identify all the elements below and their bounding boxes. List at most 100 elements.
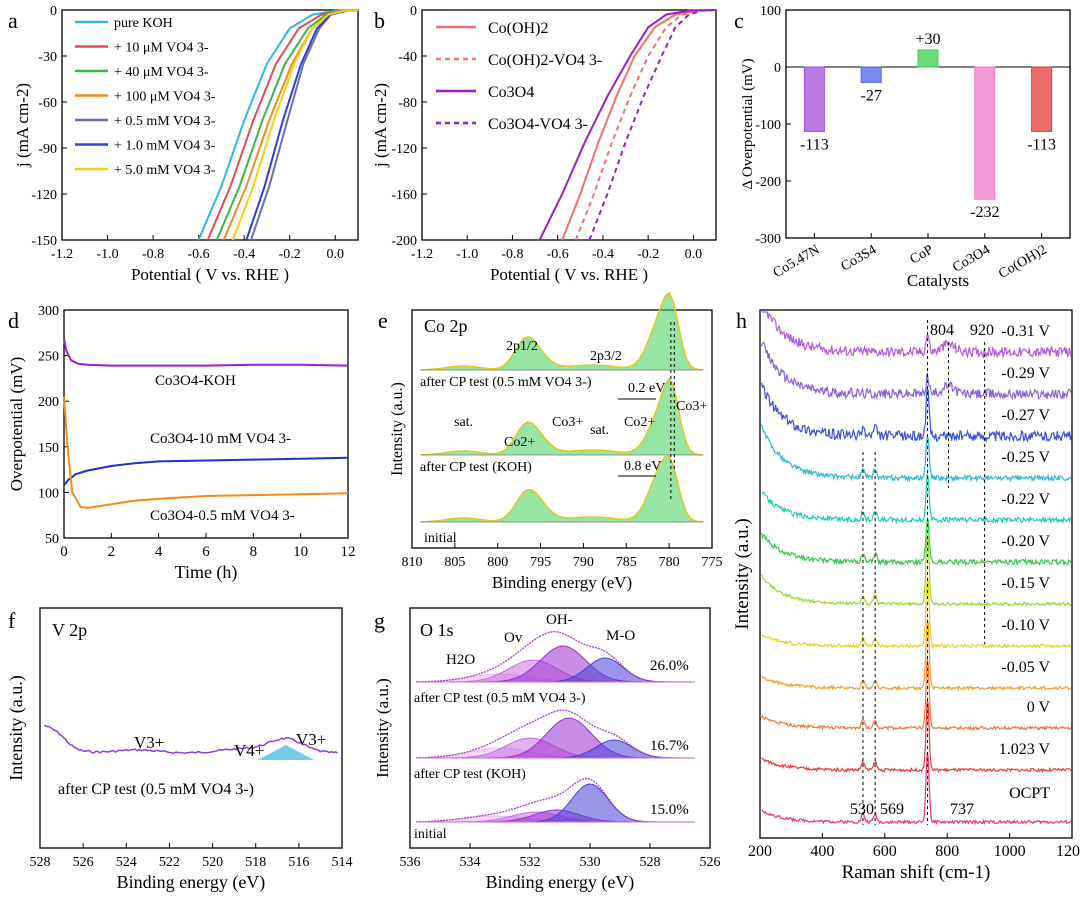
annotation: 2p3/2: [590, 349, 622, 364]
bar: [803, 66, 825, 132]
x-tick-label: -0.6: [188, 247, 210, 262]
peak-fill: [257, 745, 314, 760]
y-tick-label: 250: [38, 350, 59, 365]
raman-trace: [761, 341, 1072, 401]
spectrum-line: [420, 291, 704, 371]
x-tick-label: -1.0: [456, 247, 478, 262]
annotation: V3+: [296, 730, 326, 749]
x-tick-label: 534: [460, 855, 481, 870]
spectrum-line: [415, 709, 692, 759]
peak-fill: [420, 378, 704, 455]
legend-entry: + 100 μM VO4 3-: [114, 90, 216, 105]
peak-label: 804: [930, 322, 954, 339]
annotation: sat.: [590, 423, 609, 438]
x-tick-label: 522: [159, 855, 180, 870]
y-tick-label: -100: [755, 118, 781, 133]
peak-label: 920: [970, 322, 994, 339]
x-tick-label: 12: [341, 544, 356, 560]
plot-frame: [409, 607, 711, 849]
x-tick-label: 532: [520, 855, 541, 870]
bar-value-label: -113: [800, 136, 829, 153]
series-label: Co3O4-10 mM VO4 3-: [150, 431, 291, 447]
panel-a: a -1.2 -1.0 -0.8 -0.6 -0.4 -0.2 0.0 0 -30 -60 -90 -1…: [8, 4, 359, 284]
x-tick-label: 514: [332, 855, 353, 870]
legend-entry: + 10 μM VO4 3-: [114, 41, 209, 56]
trace-label: -0.10 V: [1001, 617, 1050, 634]
x-tick-label: 790: [573, 555, 594, 570]
annotation: V4+: [234, 741, 264, 760]
x-tick-label: -0.8: [142, 247, 164, 262]
trace-label: 1.023 V: [999, 741, 1051, 758]
trace-label: -0.27 V: [1001, 407, 1050, 424]
trace-label: 0 V: [1027, 699, 1051, 716]
x-tick-label: 536: [400, 855, 421, 870]
percentage-label: 26.0%: [650, 658, 689, 674]
category-label: Co5.47N: [771, 242, 823, 280]
annotation: M-O: [606, 628, 635, 644]
y-tick-label: 50: [45, 532, 59, 547]
x-tick-label: 780: [659, 555, 680, 570]
x-axis-label: Catalysts: [907, 271, 969, 290]
x-tick-label: 800: [487, 555, 508, 570]
x-axis-label: Binding energy (eV): [492, 573, 632, 592]
spectrum-line: [416, 631, 692, 683]
bar-value-label: -232: [970, 204, 999, 221]
x-axis-label: Potential ( V vs. RHE ): [490, 265, 648, 284]
x-axis-label: Binding energy (eV): [117, 872, 266, 893]
x-tick-label: 600: [873, 843, 897, 860]
y-tick-label: 100: [38, 486, 59, 501]
inner-title: Co 2p: [424, 316, 468, 336]
raman-trace: [761, 536, 1072, 607]
trace-label: -0.22 V: [1001, 491, 1050, 508]
series-line: [538, 9, 717, 241]
y-tick-label: 0: [410, 4, 417, 19]
raman-trace: [761, 658, 1072, 732]
x-tick-label: 805: [444, 555, 465, 570]
x-axis-label: Time (h): [175, 562, 238, 583]
trace-label: after CP test (0.5 mM VO4 3-): [420, 375, 592, 390]
raman-trace: [761, 424, 1072, 483]
x-tick-label: 200: [748, 843, 772, 860]
spectrum-line: [420, 455, 704, 523]
trace-label: -0.29 V: [1001, 365, 1050, 382]
category-label: CoP: [908, 242, 937, 267]
panel-g: g O 1s 536 534 532 530 528 526 Binding energy (e…: [373, 607, 721, 893]
y-tick-label: -60: [38, 96, 57, 111]
y-tick-label: -30: [38, 50, 57, 65]
series-line: [63, 396, 349, 509]
legend-entry: + 40 μM VO4 3-: [114, 65, 209, 80]
legend-entry: + 0.5 mM VO4 3-: [114, 114, 216, 129]
y-tick-label: 200: [38, 395, 59, 410]
trace-label: -0.20 V: [1001, 533, 1050, 550]
y-tick-label: -90: [38, 142, 57, 157]
raman-trace: [761, 619, 1072, 692]
x-axis-label: Binding energy (eV): [486, 872, 635, 893]
panel-label: d: [8, 308, 19, 333]
raman-trace: [761, 753, 1072, 826]
panel-d: d 0 2 4 6 8 10 12 300 250 200 150 100 50 Time (h) Overp…: [7, 304, 356, 583]
raman-trace: [761, 700, 1072, 774]
trace-label: -0.05 V: [1001, 659, 1050, 676]
annotation: 0.2 eV: [628, 381, 665, 396]
y-tick-label: -120: [31, 188, 57, 203]
series-label: Co3O4-KOH: [155, 373, 236, 389]
panel-b: b -1.2 -1.0 -0.8 -0.6 -0.4 -0.2 0.0 0 -40 -80 -120 -…: [371, 4, 717, 284]
panel-label: a: [8, 8, 18, 33]
panel-e: e Co 2p 810 805 800 795 790 785 780 775 Binding en…: [378, 291, 723, 592]
x-tick-label: -1.2: [51, 247, 73, 262]
x-tick-label: 400: [810, 843, 834, 860]
legend-entry: + 1.0 mM VO4 3-: [114, 139, 216, 154]
trace-label: OCPT: [1009, 785, 1050, 802]
annotation: OH-: [546, 612, 573, 628]
y-tick-label: -80: [398, 96, 417, 111]
x-tick-label: -0.6: [547, 247, 569, 262]
x-tick-label: 10: [293, 544, 308, 560]
series-line: [588, 9, 717, 241]
y-tick-label: -160: [391, 188, 417, 203]
peak-label: 737: [950, 801, 974, 818]
x-tick-label: 0.0: [326, 247, 344, 262]
category-label: Co3S4: [839, 242, 880, 274]
legend-entry: Co(OH)2-VO4 3-: [488, 52, 602, 69]
panel-f: f V 2p 528 526 524 522 520 518 516 514 Binding ene…: [6, 607, 353, 893]
trace-label: initial: [424, 531, 457, 546]
